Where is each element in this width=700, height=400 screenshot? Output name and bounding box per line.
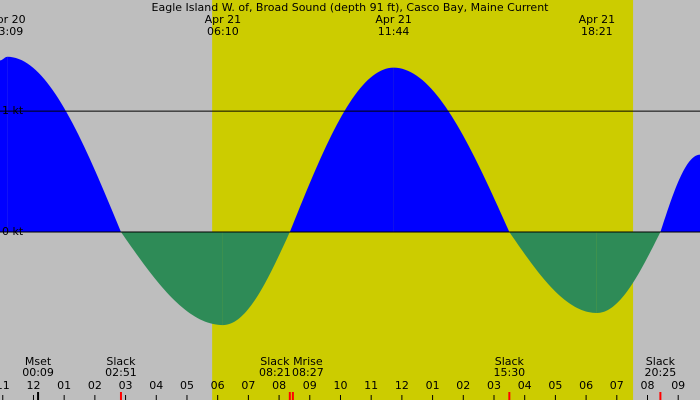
x-tick-label: 02 bbox=[88, 379, 102, 392]
x-tick-label: 08 bbox=[641, 379, 655, 392]
ebb-area bbox=[509, 232, 597, 313]
x-tick-label: 06 bbox=[211, 379, 225, 392]
x-tick-label: 12 bbox=[395, 379, 409, 392]
chart-title: Eagle Island W. of, Broad Sound (depth 9… bbox=[152, 1, 550, 14]
event-name: Mset bbox=[25, 355, 52, 368]
ebb-area bbox=[596, 232, 661, 313]
x-tick-label: 05 bbox=[548, 379, 562, 392]
x-tick-label: 12 bbox=[26, 379, 40, 392]
event-name: Slack bbox=[646, 355, 676, 368]
x-tick-label: 02 bbox=[456, 379, 470, 392]
x-tick-label: 03 bbox=[487, 379, 501, 392]
flood-area bbox=[289, 67, 394, 233]
event-time: 20:25 bbox=[645, 366, 677, 379]
x-tick-label: 08 bbox=[272, 379, 286, 392]
extreme-date: Apr 20 bbox=[0, 13, 26, 26]
event-time: 08:27 bbox=[292, 366, 324, 379]
extreme-time: 11:44 bbox=[378, 25, 410, 38]
flood-area bbox=[0, 56, 8, 233]
x-tick-label: 11 bbox=[364, 379, 378, 392]
x-tick-label: 03 bbox=[119, 379, 133, 392]
x-tick-label: 01 bbox=[57, 379, 71, 392]
event-name: Slack bbox=[495, 355, 525, 368]
x-tick-label: 04 bbox=[149, 379, 163, 392]
extreme-date: Apr 21 bbox=[205, 13, 242, 26]
event-time: 02:51 bbox=[105, 366, 137, 379]
extreme-time: 18:21 bbox=[581, 25, 613, 38]
extreme-time: 06:10 bbox=[207, 25, 239, 38]
x-tick-label: 09 bbox=[671, 379, 685, 392]
flood-area bbox=[7, 56, 121, 233]
event-time: 15:30 bbox=[493, 366, 525, 379]
x-tick-label: 01 bbox=[426, 379, 440, 392]
x-tick-label: 10 bbox=[333, 379, 347, 392]
ebb-area bbox=[120, 232, 223, 326]
x-tick-label: 04 bbox=[518, 379, 532, 392]
flood-area bbox=[393, 67, 510, 233]
event-time: 00:09 bbox=[22, 366, 54, 379]
y-tick-label: 1 kt bbox=[2, 104, 24, 117]
extreme-date: Apr 21 bbox=[579, 13, 616, 26]
x-tick-label: 06 bbox=[579, 379, 593, 392]
event-name: Slack bbox=[260, 355, 290, 368]
extreme-date: Apr 21 bbox=[375, 13, 412, 26]
flood-area bbox=[660, 154, 700, 233]
x-tick-label: 07 bbox=[610, 379, 624, 392]
x-tick-label: 05 bbox=[180, 379, 194, 392]
y-tick-label: 0 kt bbox=[2, 225, 24, 238]
x-tick-label: 11 bbox=[0, 379, 10, 392]
event-name: Mrise bbox=[293, 355, 323, 368]
x-tick-label: 07 bbox=[241, 379, 255, 392]
x-tick-label: 09 bbox=[303, 379, 317, 392]
event-time: 08:21 bbox=[259, 366, 291, 379]
extreme-time: 23:09 bbox=[0, 25, 23, 38]
ebb-area bbox=[222, 232, 290, 326]
event-name: Slack bbox=[106, 355, 136, 368]
